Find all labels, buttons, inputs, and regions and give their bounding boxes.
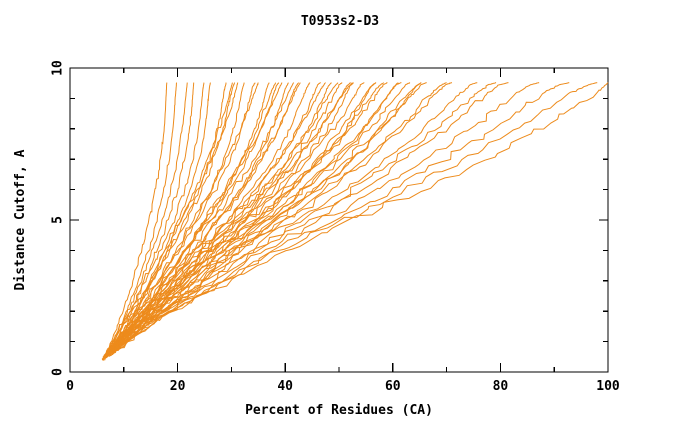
- y-tick-label: 0: [51, 368, 66, 376]
- data-curve: [102, 82, 259, 359]
- data-curve: [109, 82, 422, 355]
- data-curve: [103, 82, 295, 358]
- data-curve: [106, 82, 256, 356]
- data-curve: [108, 82, 365, 353]
- y-tick-label: 10: [51, 60, 66, 76]
- data-curve: [109, 82, 422, 356]
- data-curve: [101, 82, 233, 361]
- data-curve: [104, 82, 211, 358]
- data-curve: [104, 82, 283, 361]
- data-curve: [114, 82, 570, 349]
- x-tick-label: 100: [596, 379, 620, 394]
- x-tick-label: 40: [277, 379, 293, 394]
- x-axis-tick-labels: 0 20 40 60 80 100: [66, 379, 620, 394]
- data-series-group: [101, 82, 609, 361]
- data-curve: [119, 82, 609, 350]
- data-curve: [114, 82, 497, 353]
- data-curve: [117, 82, 540, 351]
- x-tick-label: 60: [385, 379, 401, 394]
- x-tick-label: 0: [66, 379, 74, 394]
- y-axis-tick-labels: 0 5 10: [51, 60, 66, 376]
- x-axis-title: Percent of Residues (CA): [245, 403, 433, 418]
- data-curve: [111, 82, 478, 352]
- data-curve: [101, 82, 168, 361]
- data-curve: [105, 82, 301, 359]
- data-curve: [105, 82, 280, 357]
- data-curve: [110, 82, 385, 356]
- data-curve: [108, 82, 377, 357]
- page-title: T0953s2-D3: [300, 14, 380, 29]
- data-curve: [115, 82, 598, 349]
- data-curve: [108, 82, 321, 353]
- data-curve: [110, 82, 388, 353]
- data-curve: [102, 82, 239, 361]
- data-curve: [104, 82, 236, 358]
- data-curve: [103, 82, 205, 358]
- data-curve: [101, 82, 188, 360]
- data-curve: [112, 82, 509, 353]
- x-tick-label: 20: [170, 379, 186, 394]
- y-tick-label: 5: [51, 216, 66, 224]
- data-curve: [112, 82, 447, 353]
- x-tick-label: 80: [493, 379, 509, 394]
- data-curve: [104, 82, 277, 358]
- y-axis-title: Distance Cutoff, A: [13, 149, 28, 290]
- data-curve: [110, 82, 411, 352]
- data-curve: [107, 82, 343, 353]
- data-curve: [107, 82, 339, 357]
- y-axis-ticks: [70, 67, 608, 373]
- x-axis-ticks: [69, 68, 609, 372]
- data-curve: [105, 82, 352, 355]
